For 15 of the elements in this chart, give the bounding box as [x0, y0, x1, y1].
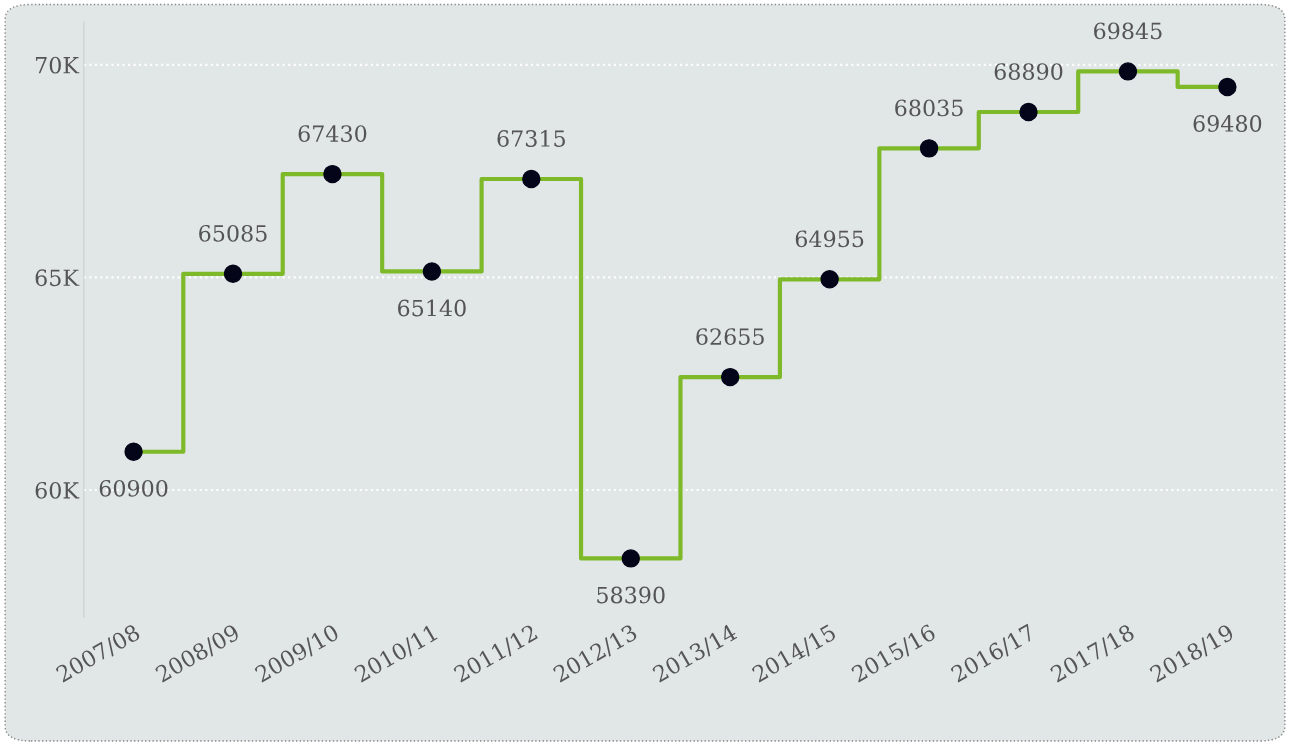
data-label: 65085 — [199, 224, 267, 242]
data-label: 68890 — [994, 63, 1063, 80]
data-label: 67430 — [298, 125, 367, 143]
data-label: 58390 — [597, 586, 665, 604]
data-label: 60900 — [99, 479, 168, 497]
data-label: 67315 — [497, 130, 565, 147]
y-tick-label: 65K — [35, 269, 80, 287]
data-label: 68035 — [895, 99, 963, 117]
data-label: 65140 — [398, 299, 466, 317]
data-label: 62655 — [696, 328, 764, 346]
data-label: 64955 — [795, 230, 864, 248]
y-tick-label: 60K — [35, 481, 80, 499]
data-label: 69480 — [1193, 115, 1262, 132]
y-tick-label: 70K — [35, 56, 80, 74]
data-label: 69845 — [1094, 22, 1162, 40]
